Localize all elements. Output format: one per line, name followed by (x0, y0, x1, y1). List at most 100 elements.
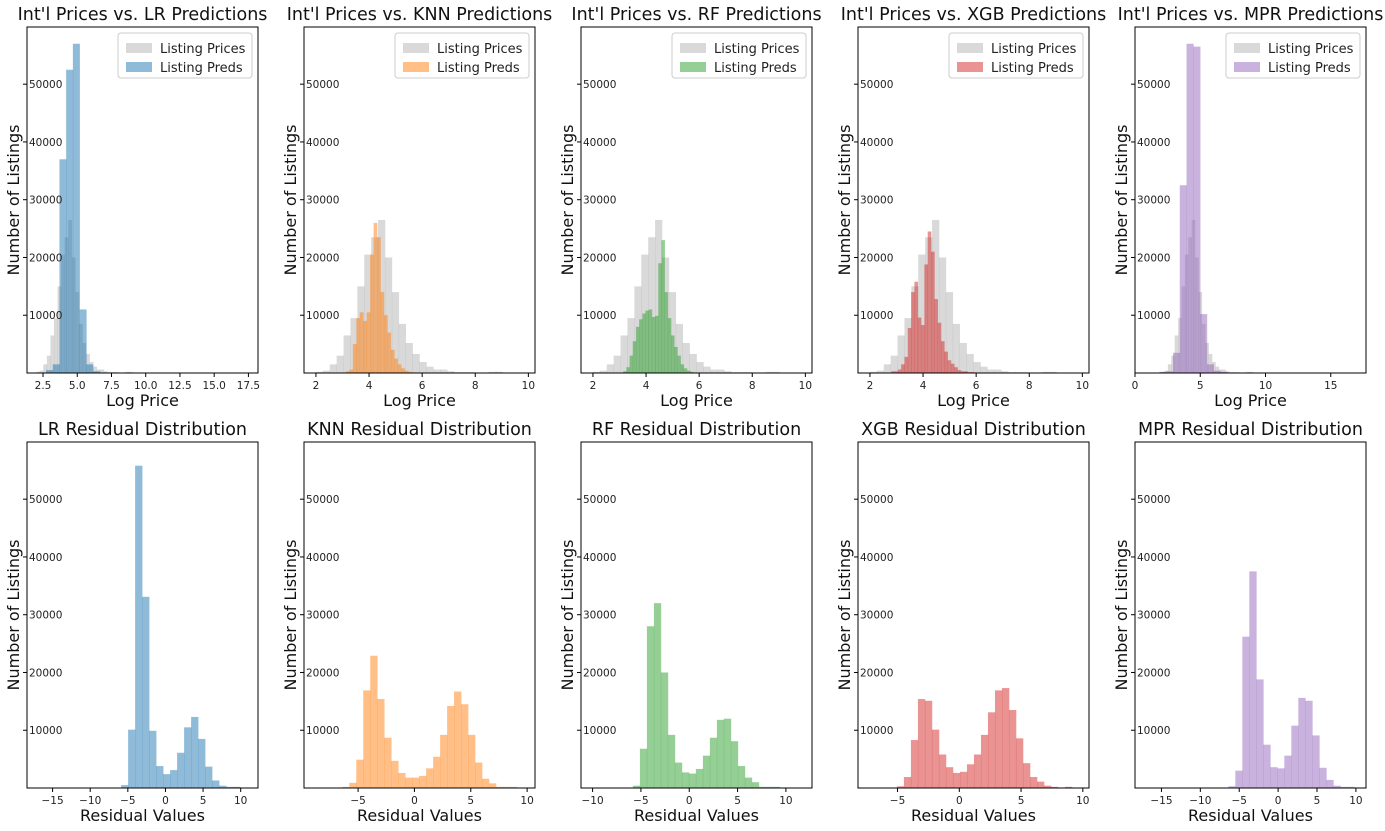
histogram-bars (121, 465, 241, 788)
pred-bar (1312, 735, 1320, 788)
pred-bar (509, 786, 518, 788)
x-tick-label: 0 (956, 795, 963, 807)
pred-bar (921, 325, 925, 373)
y-tick-label: 40000 (306, 552, 339, 564)
x-tick-label: −5 (1231, 795, 1246, 807)
price-bar (391, 292, 400, 373)
legend-label: Listing Preds (714, 61, 797, 76)
pred-bar (952, 772, 961, 788)
histogram-bars (315, 219, 503, 373)
x-axis-label: Log Price (383, 391, 456, 410)
pred-bar (1008, 710, 1017, 788)
histogram-bars (632, 603, 781, 788)
pred-bar (903, 777, 912, 788)
pred-bar (468, 734, 476, 788)
legend-swatch (1234, 62, 1260, 72)
x-tick-label: 10 (520, 795, 533, 807)
pred-bar (904, 356, 909, 373)
x-tick-label: 2.5 (35, 380, 52, 392)
y-tick-label: 10000 (306, 725, 339, 737)
x-tick-label: 0 (1275, 795, 1282, 807)
histogram-bars (592, 219, 780, 373)
x-tick-label: 17.5 (237, 380, 260, 392)
price-bar (966, 353, 974, 373)
y-tick-label: 10000 (860, 725, 893, 737)
x-tick-label: 5 (467, 795, 474, 807)
y-tick-label: 50000 (29, 494, 62, 506)
pred-bar (156, 766, 164, 788)
pred-bar (751, 782, 760, 788)
x-tick-label: 7.5 (103, 380, 120, 392)
histogram-bars (36, 43, 133, 373)
pred-bar (677, 355, 681, 373)
x-tick-label: 6 (419, 380, 426, 392)
x-tick-label: 15.0 (202, 380, 225, 392)
x-tick-label: 0 (411, 795, 418, 807)
pred-bar (405, 777, 413, 788)
subplot-knn-residuals: −5 0 5 10 10000 20000 30000 40000 50000 KNN Resid… (281, 420, 536, 825)
x-tick-label: 10 (1259, 380, 1272, 392)
pred-bar (646, 626, 655, 788)
pred-bar (931, 729, 940, 788)
subplot-title: Int'l Prices vs. RF Predictions (571, 5, 821, 25)
pred-bar (661, 240, 665, 373)
price-bar (1167, 364, 1172, 373)
pred-bar (1333, 785, 1341, 788)
subplot-title: KNN Residual Distribution (307, 420, 532, 440)
pred-bar (709, 737, 718, 788)
pred-bar (626, 367, 630, 373)
pred-bar (947, 360, 952, 373)
pred-bar (419, 775, 427, 788)
price-bar (93, 366, 97, 373)
x-axis-label: Residual Values (1188, 806, 1313, 825)
pred-bar (966, 764, 975, 788)
pred-bar (345, 371, 350, 373)
price-bar (43, 364, 48, 373)
pred-bar (671, 335, 675, 373)
x-tick-label: 0 (1132, 380, 1139, 392)
x-tick-label: 10.0 (134, 380, 157, 392)
y-tick-label: 20000 (306, 667, 339, 679)
y-tick-label: 30000 (860, 195, 893, 207)
price-bar (938, 257, 947, 373)
price-bar (717, 369, 725, 373)
y-tick-label: 50000 (583, 494, 616, 506)
x-tick-label: −10 (582, 795, 604, 807)
pred-bar (391, 760, 399, 788)
price-bar (682, 342, 690, 373)
subplot-title: RF Residual Distribution (592, 420, 801, 440)
y-tick-label: 20000 (1137, 252, 1170, 264)
pred-bar (1022, 763, 1031, 788)
price-bar (412, 353, 420, 373)
price-bar (426, 366, 434, 373)
x-tick-label: 5 (1197, 380, 1204, 392)
price-bar (1245, 371, 1250, 373)
pred-bar (686, 370, 691, 373)
pred-bar (401, 368, 405, 373)
subplot-lr-prices: 2.5 5.0 7.5 10.0 12.5 15.0 17.5 10000 20000 30000… (4, 5, 267, 410)
y-tick-label: 20000 (29, 667, 62, 679)
price-bar (599, 370, 608, 373)
pred-bar (373, 222, 378, 373)
y-tick-label: 10000 (1137, 725, 1170, 737)
pred-bar (772, 786, 781, 788)
pred-bar (1242, 636, 1250, 788)
pred-bar (184, 727, 192, 788)
subplot-mpr-residuals: −15 −10 −5 0 5 10 10000 20000 30000 40000 50000 MPR… (1112, 420, 1367, 825)
subplot-title: MPR Residual Distribution (1138, 420, 1363, 440)
pred-bar (702, 755, 711, 788)
pred-bar (363, 321, 367, 373)
legend: Listing Prices Listing Preds (394, 32, 530, 79)
y-axis-label: Number of Listings (558, 125, 577, 276)
x-tick-label: 15 (1324, 380, 1337, 392)
pred-bar (1036, 781, 1045, 788)
pred-bar (404, 370, 409, 373)
pred-bar (142, 596, 150, 788)
pred-bar (408, 371, 412, 373)
pred-bar (639, 748, 648, 788)
pred-bar (93, 371, 101, 373)
price-bar (883, 364, 891, 373)
pred-bar (758, 786, 767, 788)
subplot-knn-prices: 2 4 6 8 10 10000 20000 30000 40000 50000 Int'l Pri… (281, 5, 552, 410)
pred-bar (632, 785, 641, 788)
